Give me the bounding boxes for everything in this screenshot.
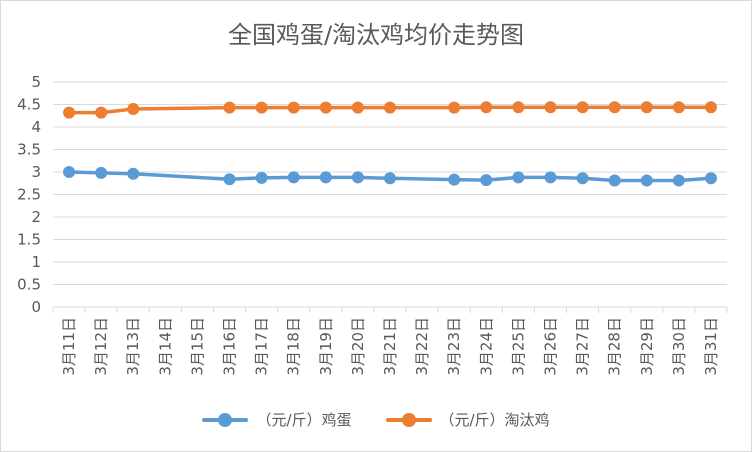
data-point <box>63 166 76 178</box>
data-point <box>384 172 396 185</box>
data-point <box>255 171 268 184</box>
data-point <box>223 173 236 186</box>
data-point <box>448 101 461 114</box>
y-tick-label: 2.5 <box>17 186 41 204</box>
x-tick-label: 3月30日 <box>670 317 688 376</box>
x-tick-label: 3月31日 <box>702 317 720 376</box>
legend-swatch-culled-hens <box>385 412 432 427</box>
legend-label-eggs: （元/斤）鸡蛋 <box>256 411 352 429</box>
data-point <box>95 106 108 119</box>
x-tick-label: 3月27日 <box>574 317 592 376</box>
data-point <box>287 171 300 184</box>
data-point <box>287 101 300 114</box>
data-point <box>351 171 364 184</box>
x-tick-label: 3月11日 <box>60 317 78 376</box>
data-point <box>384 101 396 114</box>
data-point <box>63 106 76 119</box>
data-point <box>608 174 621 187</box>
x-tick-label: 3月20日 <box>349 317 367 376</box>
data-point <box>608 101 621 114</box>
y-tick-label: 3.5 <box>17 141 41 159</box>
x-tick-label: 3月13日 <box>124 317 142 376</box>
x-tick-label: 3月22日 <box>413 317 431 376</box>
x-tick-label: 3月28日 <box>606 317 624 376</box>
data-point <box>704 101 717 114</box>
legend-swatch-eggs <box>202 412 249 427</box>
data-point <box>319 171 332 184</box>
data-point <box>640 101 653 114</box>
data-point <box>319 101 332 114</box>
y-tick-label: 0 <box>31 298 41 316</box>
x-tick-label: 3月14日 <box>156 317 174 376</box>
data-point <box>480 101 493 114</box>
data-point <box>576 101 589 114</box>
y-tick-label: 4 <box>31 118 41 136</box>
data-point <box>127 103 140 115</box>
data-point <box>672 101 685 114</box>
x-tick-label: 3月26日 <box>541 317 559 376</box>
data-point <box>512 101 525 114</box>
x-tick-label: 3月17日 <box>253 317 271 376</box>
data-point <box>672 174 685 187</box>
y-tick-label: 0.5 <box>17 276 41 294</box>
chart-legend: （元/斤）鸡蛋 （元/斤）淘汰鸡 <box>1 409 751 430</box>
y-tick-label: 5 <box>31 73 41 91</box>
x-tick-label: 3月15日 <box>188 317 206 376</box>
data-point <box>512 171 525 184</box>
x-tick-label: 3月25日 <box>509 317 527 376</box>
data-point <box>351 101 364 114</box>
y-tick-label: 1.5 <box>17 231 41 249</box>
y-tick-label: 1 <box>31 253 41 271</box>
x-tick-label: 3月18日 <box>285 317 303 376</box>
data-point <box>480 174 493 187</box>
legend-item-eggs: （元/斤）鸡蛋 <box>202 409 352 430</box>
data-point <box>544 171 557 184</box>
x-tick-label: 3月12日 <box>92 317 110 376</box>
data-point <box>255 101 268 114</box>
data-point <box>640 174 653 187</box>
data-point <box>223 101 236 114</box>
y-tick-label: 2 <box>31 208 41 226</box>
legend-label-culled-hens: （元/斤）淘汰鸡 <box>439 411 550 429</box>
x-tick-label: 3月16日 <box>221 317 239 376</box>
x-tick-label: 3月19日 <box>317 317 335 376</box>
x-tick-label: 3月24日 <box>477 317 495 376</box>
x-tick-label: 3月21日 <box>381 317 399 376</box>
data-point <box>704 172 717 185</box>
x-tick-label: 3月23日 <box>445 317 463 376</box>
data-point <box>127 167 140 180</box>
data-point <box>95 166 108 179</box>
chart-title: 全国鸡蛋/淘汰鸡均价走势图 <box>227 21 525 49</box>
y-tick-label: 4.5 <box>17 96 41 114</box>
legend-item-culled-hens: （元/斤）淘汰鸡 <box>385 409 550 430</box>
x-tick-label: 3月29日 <box>638 317 656 376</box>
data-point <box>576 172 589 185</box>
y-tick-label: 3 <box>31 163 41 181</box>
data-point <box>448 173 461 186</box>
data-point <box>544 101 557 114</box>
